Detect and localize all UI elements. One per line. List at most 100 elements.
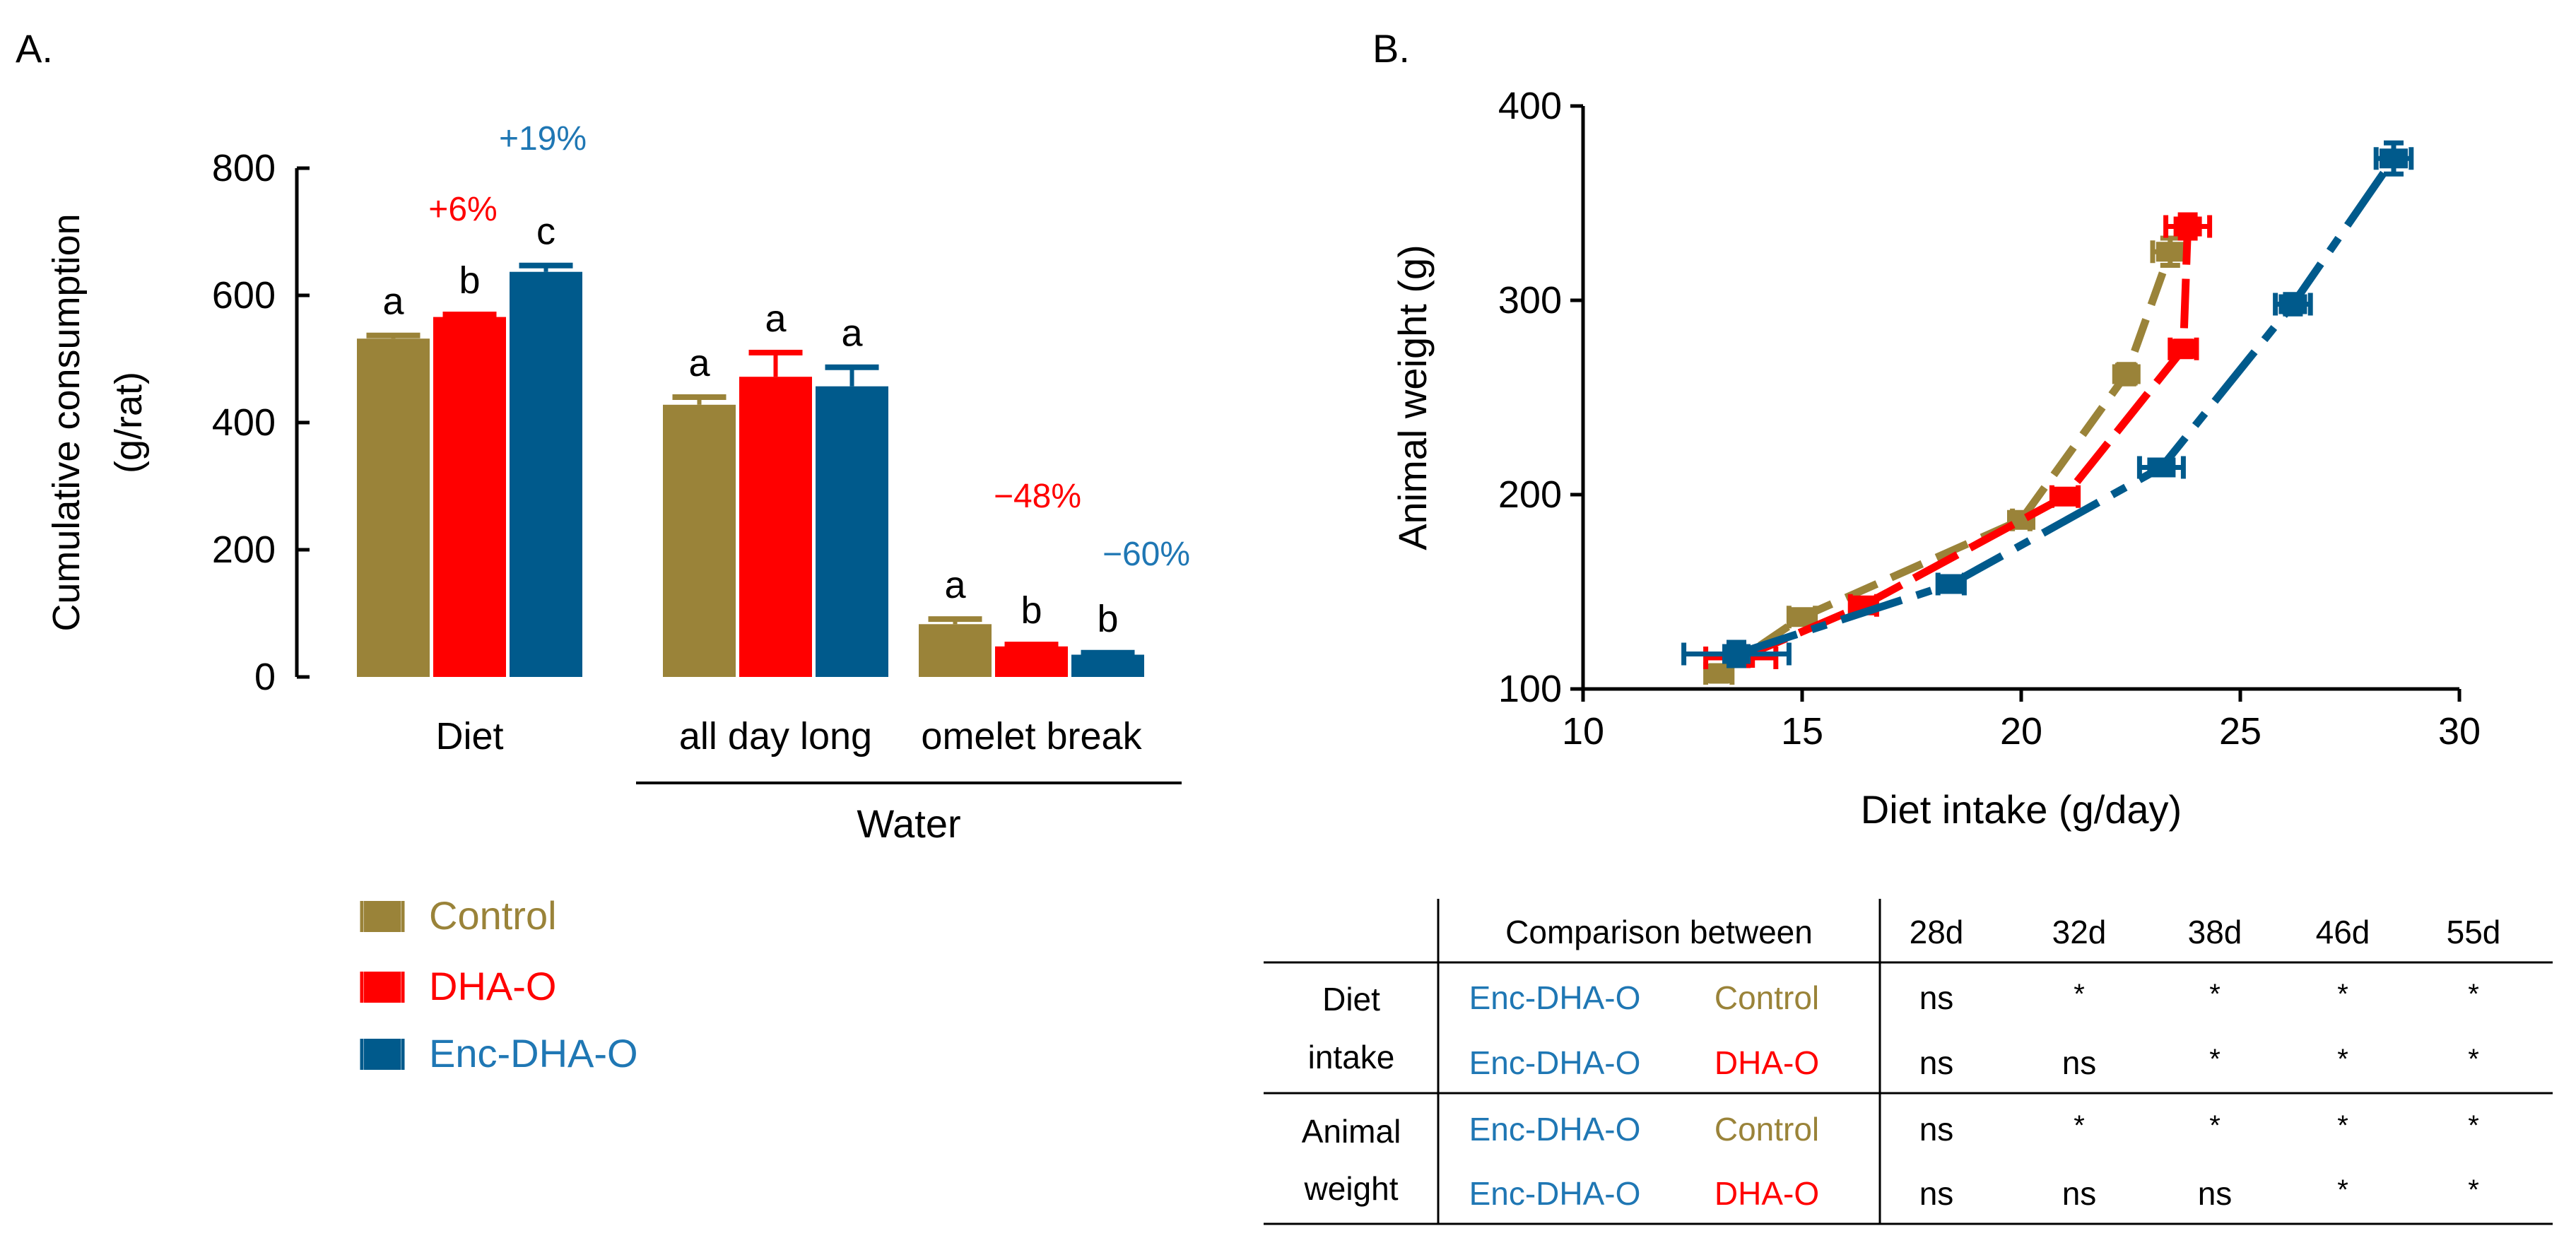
x-axis-label: Diet intake (g/day) <box>1861 787 2182 832</box>
table-cell-significance: * <box>2468 979 2479 1010</box>
category-label: Diet <box>435 715 503 757</box>
panel-a-label: A. <box>16 26 53 71</box>
table-cell-group-b: Control <box>1715 1111 1819 1148</box>
bar-enc-dha-o <box>1071 654 1144 677</box>
data-point-dha-o <box>2169 338 2198 359</box>
table-header-day: 28d <box>1910 914 1964 950</box>
significance-letter: a <box>382 281 404 323</box>
data-point-enc-dha-o <box>2147 457 2176 478</box>
data-point-control <box>2112 364 2141 384</box>
x-tick-label: 20 <box>2000 710 2042 753</box>
table-group-label: Animal <box>1302 1113 1401 1150</box>
bar-dha-o <box>995 646 1068 677</box>
legend-swatch-control <box>364 901 401 932</box>
table-cell-significance: * <box>2074 1110 2085 1141</box>
bar-control <box>663 404 736 677</box>
table-header-day: 38d <box>2188 914 2242 950</box>
table-cell-significance: * <box>2209 1044 2221 1075</box>
x-tick-label: 30 <box>2438 710 2481 753</box>
bar-dha-o <box>433 317 506 677</box>
bar-chart-consumption: 0 200 400 600 800 Cumulative consumption (g/ra… <box>45 120 1190 846</box>
panel-b-label: B. <box>1372 26 1410 71</box>
significance-letter: a <box>765 297 787 340</box>
table-cell-group-a: Enc-DHA-O <box>1469 1111 1641 1148</box>
table-cell-significance: ns <box>1919 1175 1954 1212</box>
percent-annotation: −60% <box>1102 536 1190 573</box>
table-cell-significance: * <box>2337 979 2348 1010</box>
data-point-control <box>2156 242 2184 262</box>
data-point-dha-o <box>2173 216 2202 237</box>
data-point-dha-o <box>2051 486 2079 507</box>
line-chart-weight-vs-intake: 100 200 300 400 10 15 20 25 30 Diet intake (g/day… <box>1390 85 2481 832</box>
table-cell-significance: * <box>2074 979 2085 1010</box>
percent-annotation: +6% <box>428 191 497 228</box>
series-line-enc-dha-o <box>1735 156 2397 658</box>
table-header-comparison: Comparison between <box>1505 914 1813 950</box>
legend-swatch-dha-o <box>364 972 401 1003</box>
table-cell-significance: ns <box>2062 1044 2097 1081</box>
table-group-label: weight <box>1304 1170 1399 1207</box>
y-tick-label: 800 <box>212 147 276 189</box>
y-axis-label-unit: (g/rat) <box>107 372 150 473</box>
y-tick-label: 600 <box>212 274 276 317</box>
table-cell-significance: * <box>2468 1174 2479 1205</box>
significance-letter: c <box>536 211 555 253</box>
y-tick-label: 200 <box>212 529 276 571</box>
table-cell-significance: ns <box>2198 1175 2233 1212</box>
y-axis-label: Cumulative consumption <box>45 213 88 631</box>
table-cell-significance: * <box>2337 1174 2348 1205</box>
table-cell-group-b: Control <box>1715 979 1819 1016</box>
data-point-enc-dha-o <box>1936 574 1965 594</box>
table-cell-significance: * <box>2337 1044 2348 1075</box>
x-tick-label: 10 <box>1562 710 1604 753</box>
table-cell-significance: * <box>2468 1110 2479 1141</box>
category-label: all day long <box>679 715 872 757</box>
y-tick-label: 400 <box>1498 85 1562 127</box>
table-cell-group-a: Enc-DHA-O <box>1469 979 1641 1016</box>
y-axis-label: Animal weight (g) <box>1390 244 1435 550</box>
table-cell-group-b: DHA-O <box>1715 1175 1819 1212</box>
significance-letter: b <box>1097 598 1118 640</box>
significance-letter: a <box>688 342 710 384</box>
y-tick-label: 0 <box>254 656 276 698</box>
table-cell-significance: * <box>2209 1110 2221 1141</box>
table-group-label: Diet <box>1322 981 1380 1018</box>
table-header-day: 46d <box>2316 914 2370 950</box>
data-point-enc-dha-o <box>1722 644 1751 664</box>
bar-dha-o <box>739 377 812 677</box>
comparison-table: Comparison between 28d 32d 38d 46d 55d Diet int… <box>1264 899 2553 1225</box>
data-point-enc-dha-o <box>2380 148 2408 169</box>
table-header-day: 55d <box>2447 914 2501 950</box>
significance-letter: a <box>944 564 966 606</box>
table-cell-significance: * <box>2468 1044 2479 1075</box>
significance-letter: b <box>1021 589 1042 632</box>
percent-annotation: −48% <box>994 478 1081 515</box>
y-tick-label: 200 <box>1498 473 1562 516</box>
legend-label-enc-dha-o: Enc-DHA-O <box>429 1031 638 1075</box>
bar-enc-dha-o <box>816 386 888 677</box>
series-line-control <box>1717 250 2174 677</box>
table-cell-significance: ns <box>1919 1044 1954 1081</box>
data-point-enc-dha-o <box>2278 294 2307 314</box>
legend-label-dha-o: DHA-O <box>429 964 556 1008</box>
bar-control <box>919 624 992 677</box>
legend: Control DHA-O Enc-DHA-O <box>360 893 638 1075</box>
x-tick-label: 25 <box>2219 710 2262 753</box>
table-cell-significance: * <box>2209 979 2221 1010</box>
percent-annotation: +19% <box>499 120 587 158</box>
table-cell-group-b: DHA-O <box>1715 1044 1819 1081</box>
y-tick-label: 300 <box>1498 279 1562 322</box>
significance-letter: b <box>459 259 480 302</box>
bar-enc-dha-o <box>510 271 582 677</box>
table-cell-significance: ns <box>2062 1175 2097 1212</box>
table-group-label: intake <box>1308 1039 1395 1075</box>
y-tick-label: 100 <box>1498 668 1562 710</box>
legend-swatch-enc-dha-o <box>364 1039 401 1070</box>
table-cell-significance: * <box>2337 1110 2348 1141</box>
group-label: Water <box>857 801 960 846</box>
table-header-day: 32d <box>2052 914 2107 950</box>
table-cell-significance: ns <box>1919 979 1954 1016</box>
category-label: omelet break <box>921 715 1142 757</box>
bar-control <box>357 338 430 677</box>
